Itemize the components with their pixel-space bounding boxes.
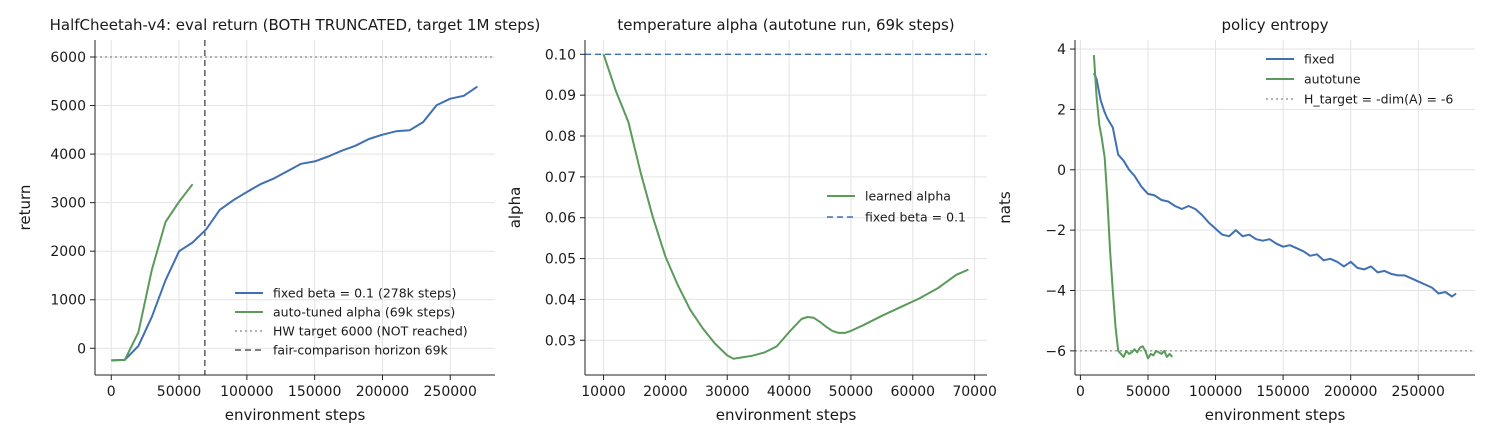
x-axis-label: environment steps [1205, 406, 1346, 424]
y-axis-label: alpha [506, 187, 524, 229]
y-tick-label: 5000 [50, 99, 86, 115]
x-tick-label: 10000 [581, 384, 626, 400]
y-axis-label: return [16, 185, 34, 231]
x-tick-label: 150000 [1256, 384, 1309, 400]
y-tick-label: −6 [1045, 344, 1066, 360]
y-tick-label: 0.08 [545, 129, 576, 145]
series-line-0 [602, 53, 969, 360]
x-tick-label: 40000 [767, 384, 812, 400]
x-tick-label: 150000 [288, 384, 341, 400]
chart-title: HalfCheetah-v4: eval return (BOTH TRUNCA… [50, 16, 541, 34]
entropy-chart: 0 50000 100000 150000 200000 250000 −6 −4 −2 0 2 4 p… [996, 16, 1475, 424]
series-line-0 [111, 85, 478, 362]
x-tick-label: 200000 [1324, 384, 1377, 400]
x-tick-label: 70000 [952, 384, 997, 400]
x-tick-label: 60000 [891, 384, 936, 400]
legend-label: H_target = -dim(A) = -6 [1304, 92, 1453, 107]
x-tick-label: 0 [1076, 384, 1085, 400]
series-line-1 [1092, 55, 1174, 360]
y-tick-label: 3000 [50, 196, 86, 212]
x-tick-label: 20000 [643, 384, 688, 400]
x-axis-label: environment steps [716, 406, 857, 424]
series-line-1 [111, 183, 194, 362]
y-tick-label: 2 [1057, 102, 1066, 118]
x-tick-label: 30000 [705, 384, 750, 400]
x-tick-label: 250000 [1392, 384, 1445, 400]
y-tick-label: 0.05 [545, 252, 576, 268]
alpha-chart: 10000 20000 30000 40000 50000 60000 70000 0.03 0… [506, 16, 997, 424]
legend-label: autotune [1304, 72, 1361, 87]
return-chart: 0 50000 100000 150000 200000 250000 0 1000 2000 3… [16, 16, 540, 424]
legend-label: fixed beta = 0.1 [865, 210, 966, 225]
y-tick-label: 0.06 [545, 211, 576, 227]
x-tick-label: 0 [107, 384, 116, 400]
x-tick-label: 50000 [829, 384, 874, 400]
legend-label: HW target 6000 (NOT reached) [273, 324, 468, 339]
y-tick-label: 6000 [50, 50, 86, 66]
x-axis-label: environment steps [225, 406, 366, 424]
y-tick-label: 0.04 [545, 292, 576, 308]
y-tick-label: 4 [1057, 42, 1066, 58]
series-line-0 [1092, 72, 1457, 298]
y-tick-label: 4000 [50, 147, 86, 163]
chart-title: temperature alpha (autotune run, 69k ste… [617, 16, 954, 34]
legend-label: auto-tuned alpha (69k steps) [273, 305, 455, 320]
y-tick-label: 2000 [50, 244, 86, 260]
x-tick-label: 250000 [424, 384, 477, 400]
y-tick-label: −4 [1045, 283, 1066, 299]
y-axis-label: nats [996, 191, 1014, 224]
x-tick-label: 200000 [356, 384, 409, 400]
y-tick-label: 0 [1057, 163, 1066, 179]
legend-label: fixed beta = 0.1 (278k steps) [273, 286, 456, 301]
x-tick-label: 100000 [220, 384, 273, 400]
y-tick-label: 0.09 [545, 88, 576, 104]
legend-label: fair-comparison horizon 69k [273, 343, 449, 358]
x-tick-label: 50000 [157, 384, 202, 400]
x-tick-label: 50000 [1126, 384, 1171, 400]
y-tick-label: −2 [1045, 223, 1066, 239]
y-tick-label: 1000 [50, 293, 86, 309]
chart-title: policy entropy [1222, 16, 1329, 34]
legend-label: fixed [1304, 52, 1335, 67]
y-tick-label: 0.03 [545, 333, 576, 349]
y-tick-label: 0.10 [545, 47, 576, 63]
y-tick-label: 0.07 [545, 170, 576, 186]
legend-label: learned alpha [865, 189, 951, 204]
x-tick-label: 100000 [1189, 384, 1242, 400]
y-tick-label: 0 [77, 341, 86, 357]
